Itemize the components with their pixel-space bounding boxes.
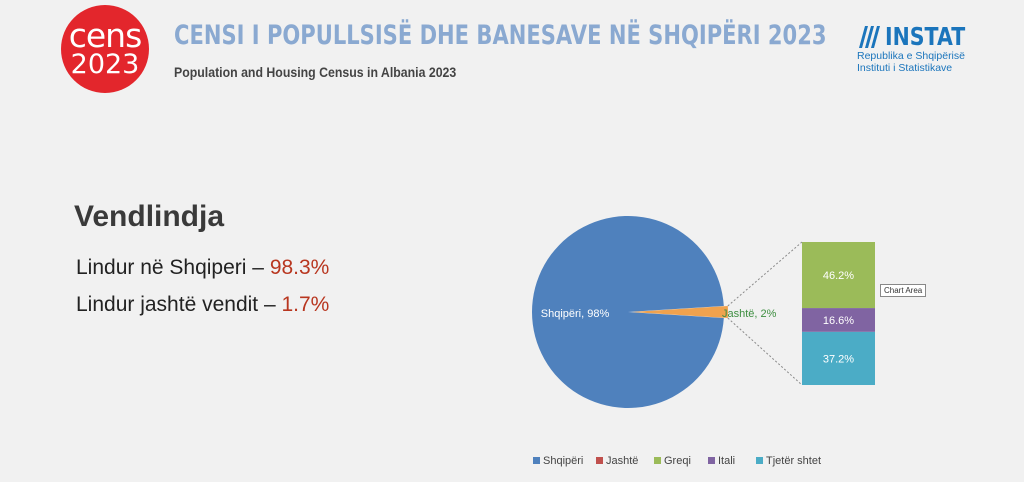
bar-segment-itali bbox=[802, 308, 875, 332]
connector-line-top bbox=[727, 241, 803, 307]
legend-label-greqi: Greqi bbox=[664, 455, 691, 467]
legend-swatch-greqi bbox=[654, 457, 661, 464]
instat-name: INSTAT bbox=[885, 22, 966, 51]
instat-line2: Instituti i Statistikave bbox=[857, 62, 953, 74]
legend-label-shqip-ri: Shqipëri bbox=[543, 455, 583, 467]
legend-label-tjet-r-shtet: Tjetër shtet bbox=[766, 455, 821, 467]
chart-area-tooltip: Chart Area bbox=[880, 284, 927, 297]
logo-text-year: 2023 bbox=[70, 49, 140, 80]
pie-label-shqiperi: Shqipëri, 98% bbox=[541, 308, 610, 320]
bar-label-itali: 16.6% bbox=[823, 315, 854, 327]
connector-line-bottom bbox=[727, 317, 803, 386]
stat-label: Lindur në Shqiperi – bbox=[76, 256, 270, 279]
legend-swatch-itali bbox=[708, 457, 715, 464]
bar-segment-tjet-r-shtet bbox=[802, 331, 875, 385]
bar-label-tjet-r-shtet: 37.2% bbox=[823, 353, 854, 365]
stat-line-born-abroad: Lindur jashtë vendit – 1.7% bbox=[76, 293, 329, 317]
instat-logo: INSTAT Republika e Shqipërisë Instituti … bbox=[857, 22, 987, 75]
pie-slice-jashte bbox=[632, 305, 728, 319]
stat-line-born-albania: Lindur në Shqiperi – 98.3% bbox=[76, 256, 329, 280]
bar-label-greqi: 46.2% bbox=[823, 270, 854, 282]
stat-label: Lindur jashtë vendit – bbox=[76, 293, 282, 316]
page-title: CENSI I POPULLSISË DHE BANESAVE NË SHQIP… bbox=[174, 20, 827, 51]
section-heading: Vendlindja bbox=[74, 200, 225, 233]
logo-text-cens: cens bbox=[68, 16, 143, 55]
cens-logo: cens 2023 bbox=[61, 5, 149, 93]
legend-swatch-shqip-ri bbox=[533, 457, 540, 464]
instat-stripes-icon bbox=[859, 26, 880, 48]
stat-value: 98.3% bbox=[269, 256, 330, 279]
legend-swatch-tjet-r-shtet bbox=[756, 457, 763, 464]
legend-label-jasht-: Jashtë bbox=[606, 455, 638, 467]
page-subtitle: Population and Housing Census in Albania… bbox=[174, 64, 457, 80]
legend-swatch-jasht- bbox=[596, 457, 603, 464]
legend-label-itali: Itali bbox=[718, 455, 735, 467]
pie-slice-shqiperi bbox=[531, 215, 724, 408]
stat-value: 1.7% bbox=[281, 293, 330, 316]
instat-line1: Republika e Shqipërisë bbox=[857, 50, 965, 62]
pie-label-jashte: Jashtë, 2% bbox=[722, 308, 777, 320]
bar-segment-greqi bbox=[802, 242, 875, 309]
